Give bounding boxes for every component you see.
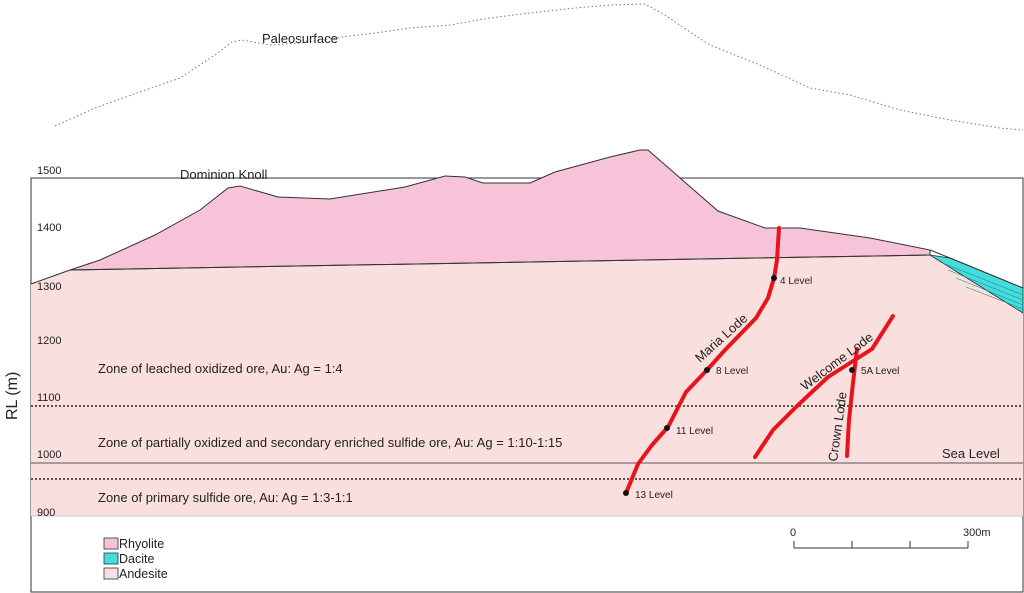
crown-lode xyxy=(845,347,859,458)
legend-label-rhyolite: Rhyolite xyxy=(119,537,164,551)
level-point-13 xyxy=(623,490,629,496)
lodes xyxy=(624,226,895,495)
rl-tick-900: 900 xyxy=(37,507,55,519)
legend-swatch-rhyolite xyxy=(103,537,119,550)
andesite-unit xyxy=(31,255,1023,516)
level-label-5a: 5A Level xyxy=(861,366,899,377)
scale-bar xyxy=(793,541,969,549)
rl-tick-1100: 1100 xyxy=(37,392,61,404)
level-label-13: 13 Level xyxy=(635,490,673,501)
dacite-surface xyxy=(929,249,1024,289)
level-label-4: 4 Level xyxy=(780,276,812,287)
rl-tick-1000: 1000 xyxy=(37,449,61,461)
zone-label-primary: Zone of primary sulfide ore, Au: Ag = 1:… xyxy=(98,490,353,505)
rhyolite-unit xyxy=(69,149,931,271)
maria-lode xyxy=(624,226,781,495)
dominion-knoll-label: Dominion Knoll xyxy=(180,167,268,182)
legend-label-andesite: Andesite xyxy=(119,567,168,581)
level-point-4 xyxy=(771,275,777,281)
rl-axis-label: RL (m) xyxy=(4,372,21,420)
rl-axis: 1500 1400 1300 1200 1100 1000 900 xyxy=(37,165,61,519)
welcome-lode xyxy=(753,314,895,459)
level-points xyxy=(623,275,855,496)
rl-tick-1200: 1200 xyxy=(37,335,61,347)
sea-level-label: Sea Level xyxy=(942,446,1000,461)
level-point-8 xyxy=(704,367,710,373)
paleosurface-label: Paleosurface xyxy=(262,31,338,46)
level-label-8: 8 Level xyxy=(716,366,748,377)
legend: Rhyolite Dacite Andesite xyxy=(103,537,168,581)
scale-end-label: 300m xyxy=(963,527,991,539)
level-point-11 xyxy=(664,425,670,431)
rl-tick-1300: 1300 xyxy=(37,281,61,293)
level-label-11: 11 Level xyxy=(676,426,713,437)
rl-tick-1400: 1400 xyxy=(37,222,61,234)
rhyolite-base-contact xyxy=(69,254,931,271)
dacite-hatching xyxy=(939,261,1024,310)
rl-tick-1500: 1500 xyxy=(37,165,61,177)
level-point-5a xyxy=(849,367,855,373)
scale-start-label: 0 xyxy=(790,527,796,539)
paleosurface-line xyxy=(54,3,1024,131)
legend-label-dacite: Dacite xyxy=(119,552,154,566)
legend-swatch-andesite xyxy=(103,567,119,580)
legend-swatch-dacite xyxy=(103,552,119,565)
topographic-surface xyxy=(30,269,71,285)
zone-label-leached: Zone of leached oxidized ore, Au: Ag = 1… xyxy=(98,361,343,376)
zone-label-partial: Zone of partially oxidized and secondary… xyxy=(98,435,562,450)
